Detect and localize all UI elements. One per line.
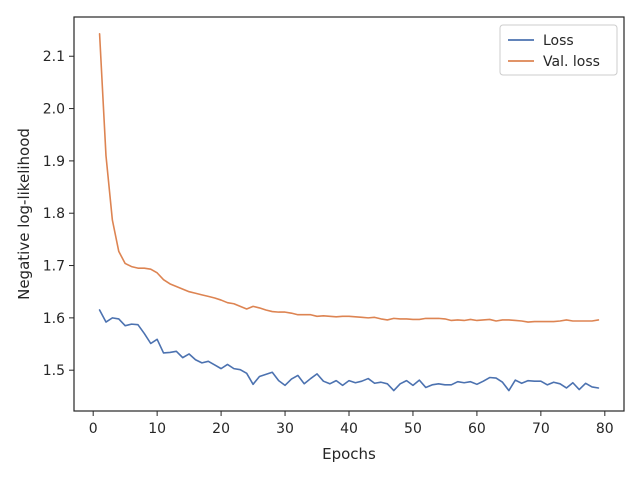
series-line-1 [98,32,600,323]
legend: Loss Val. loss [499,24,618,76]
y-axis-ticks: 1.5 1.6 1.7 1.8 1.9 2.0 2.1 [43,49,74,379]
y-tick-label: 1.9 [43,154,65,170]
x-tick-label: 80 [596,421,614,437]
x-tick-label: 60 [468,421,486,437]
plot-frame [73,16,625,412]
series-layer [98,32,600,392]
legend-box [499,24,618,76]
x-tick-label: 50 [404,421,422,437]
legend-label-0: Loss [543,33,574,49]
y-tick-label: 1.8 [43,206,65,222]
legend-label-1: Val. loss [543,54,600,70]
x-tick-label: 30 [276,421,294,437]
series-line-0 [98,309,600,392]
y-tick-label: 1.6 [43,311,65,327]
y-tick-label: 2.1 [43,49,65,65]
y-tick-label: 1.5 [43,363,65,379]
x-tick-label: 10 [148,421,166,437]
x-axis-label: Epochs [322,445,376,463]
y-tick-label: 2.0 [43,102,65,118]
x-tick-label: 0 [89,421,98,437]
y-tick-label: 1.7 [43,259,65,275]
x-tick-label: 70 [532,421,550,437]
x-axis-ticks: 0 10 20 30 40 50 60 70 80 [89,411,614,437]
x-tick-label: 40 [340,421,358,437]
y-axis-label: Negative log-likelihood [15,128,33,300]
x-tick-label: 20 [212,421,230,437]
